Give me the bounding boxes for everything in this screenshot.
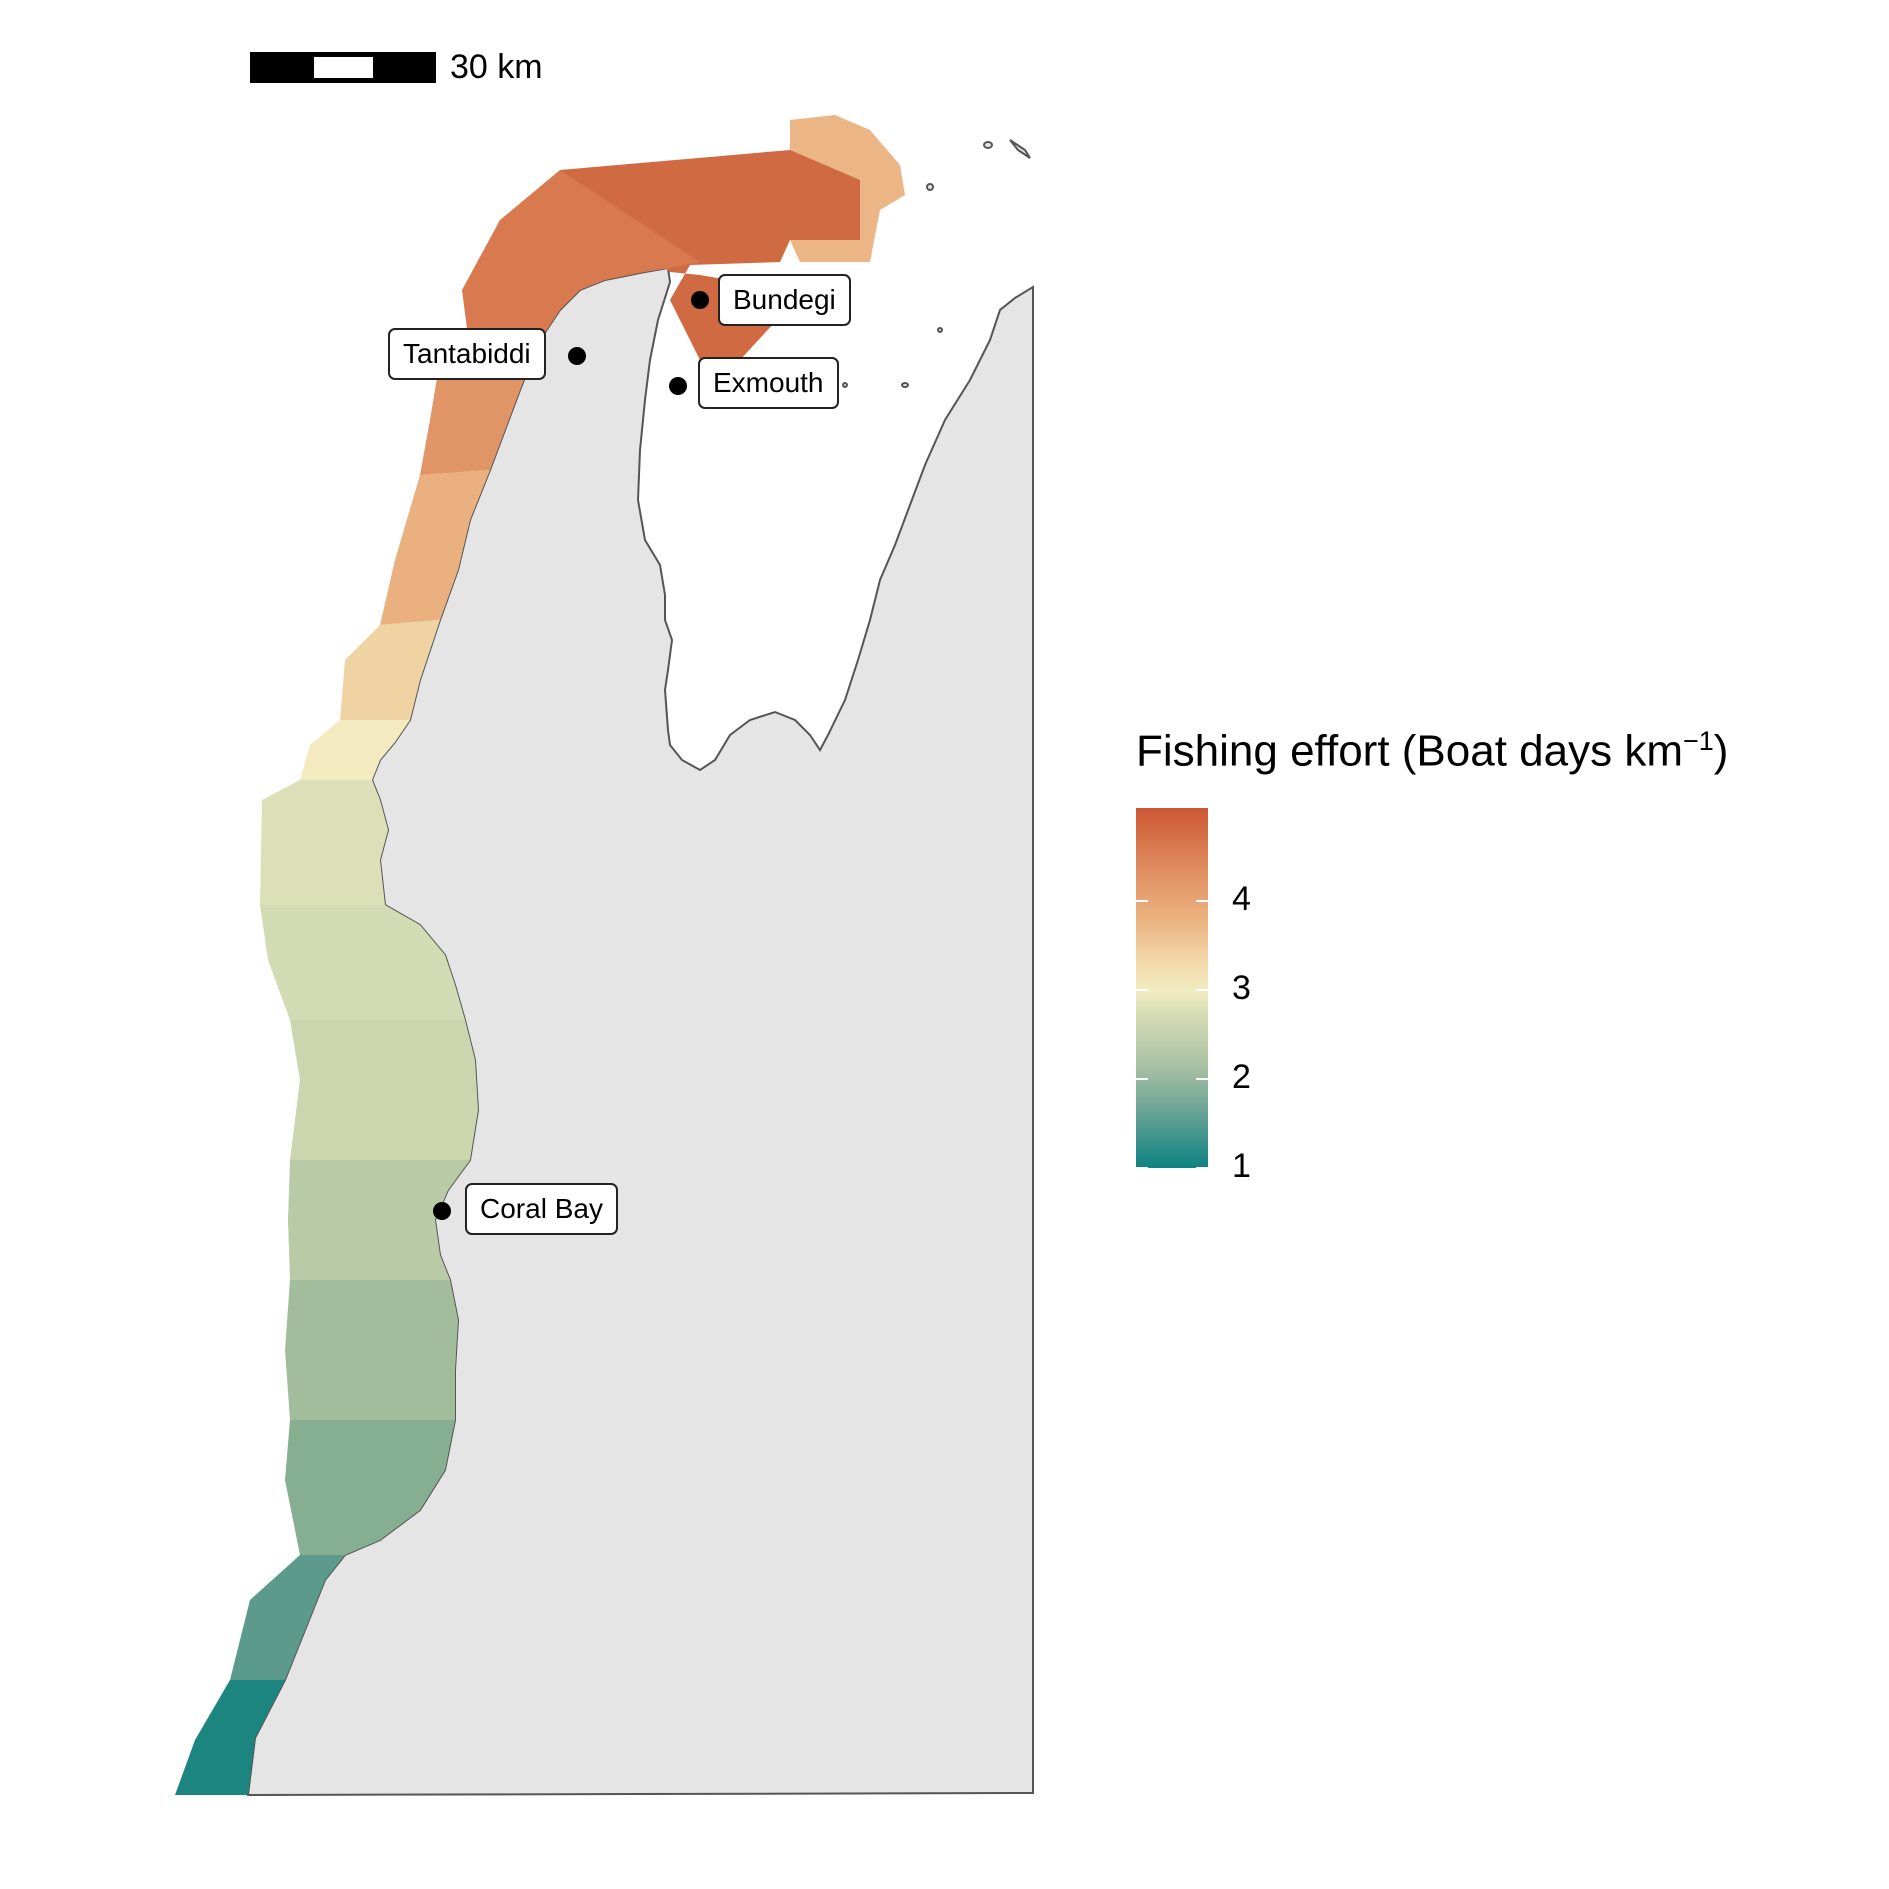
- legend-tick: [1196, 900, 1208, 902]
- legend-colorbar: [1136, 808, 1208, 1168]
- legend-title-text: Fishing effort (Boat days km: [1136, 726, 1683, 776]
- legend-tick: [1196, 1078, 1208, 1080]
- legend-title-superscript: −1: [1682, 726, 1714, 756]
- label-exmouth: Exmouth: [698, 357, 839, 409]
- label-bundegi: Bundegi: [718, 274, 851, 326]
- label-coral-bay: Coral Bay: [465, 1183, 618, 1235]
- legend-tick: [1196, 1167, 1208, 1169]
- effort-hex-bands: [175, 115, 905, 1795]
- legend-tick: [1136, 1078, 1148, 1080]
- town-markers: [433, 291, 709, 1220]
- legend-tick: [1136, 900, 1148, 902]
- legend-tick-label: 2: [1232, 1058, 1251, 1096]
- legend-tick: [1196, 989, 1208, 991]
- label-tantabiddi: Tantabiddi: [388, 328, 546, 380]
- legend-tick-label: 3: [1232, 969, 1251, 1007]
- legend-tick: [1136, 989, 1148, 991]
- legend-title-close: ): [1713, 726, 1729, 776]
- scale-bar: [250, 52, 436, 83]
- legend-tick-label: 4: [1232, 880, 1251, 918]
- legend-tick: [1136, 1167, 1148, 1169]
- scale-bar-label: 30 km: [450, 48, 543, 86]
- legend-title: Fishing effort (Boat days km−1): [1136, 726, 1728, 777]
- legend-tick-label: 1: [1232, 1147, 1251, 1185]
